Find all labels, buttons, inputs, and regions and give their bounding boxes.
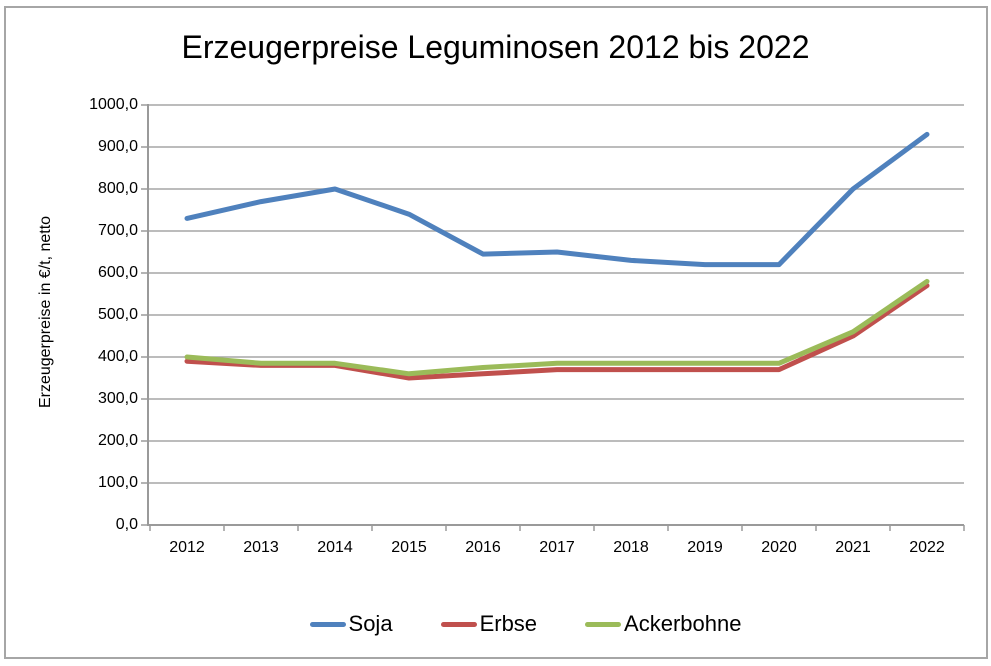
series-line-soja	[184, 131, 930, 268]
legend-marker-erbse	[440, 621, 477, 627]
y-axis-tick-label: 300,0	[97, 390, 138, 407]
y-axis-tick-label: 600,0	[97, 264, 138, 281]
x-axis-tick-label: 2014	[317, 539, 353, 556]
x-axis-tick-label: 2015	[391, 539, 427, 556]
chart-title: Erzeugerpreise Leguminosen 2012 bis 2022	[181, 29, 810, 65]
legend-marker-ackerbohne	[585, 621, 622, 627]
y-axis-tick-label: 900,0	[97, 138, 138, 155]
x-axis-tick-label: 2017	[539, 539, 575, 556]
legend-label: Soja	[348, 610, 393, 636]
x-axis-tick-label: 2020	[761, 539, 797, 556]
y-axis-tick-label: 0,0	[115, 516, 138, 533]
x-axis-tick-label: 2019	[687, 539, 723, 556]
y-axis-tick-label: 1000,0	[89, 96, 138, 113]
legend-label: Erbse	[479, 610, 538, 636]
y-axis-tick-label: 700,0	[97, 222, 138, 239]
legend-label: Ackerbohne	[624, 610, 742, 636]
y-axis-tick-label: 500,0	[97, 306, 138, 323]
legend-marker-soja	[309, 621, 346, 627]
y-axis-tick-label: 100,0	[97, 474, 138, 491]
x-axis-tick-label: 2018	[613, 539, 649, 556]
x-axis-tick-label: 2022	[909, 539, 945, 556]
legend-item-ackerbohne: Ackerbohne	[585, 610, 742, 636]
legend: Soja Erbse Ackerbohne	[60, 602, 991, 646]
x-axis-tick-label: 2021	[835, 539, 871, 556]
x-axis-tick-label: 2016	[465, 539, 501, 556]
y-axis-tick-label: 200,0	[97, 432, 138, 449]
legend-item-erbse: Erbse	[440, 610, 538, 636]
series-line-ackerbohne	[184, 278, 930, 377]
x-axis-tick-label: 2013	[243, 539, 279, 556]
legend-item-soja: Soja	[309, 610, 393, 636]
y-axis-tick-label: 400,0	[97, 348, 138, 365]
y-axis-tick-label: 800,0	[97, 180, 138, 197]
x-axis-tick-label: 2012	[169, 539, 205, 556]
